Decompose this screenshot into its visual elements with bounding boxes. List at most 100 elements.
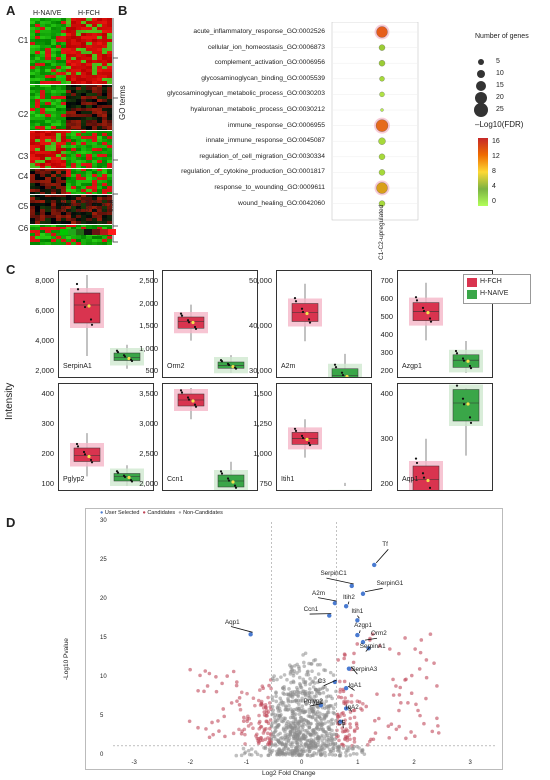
boxplot-ytick: 400 [380,330,393,339]
volcano-point [314,694,318,698]
volcano-candidate [406,701,410,705]
boxplot-point [187,321,191,324]
volcano-point [308,722,313,726]
volcano-point [278,701,282,706]
volcano-point [320,733,324,738]
volcano-point [271,708,276,712]
boxplot-point [333,363,337,366]
boxplot-point [428,317,432,320]
boxplot-point [116,350,120,354]
boxplot-point [116,471,120,474]
heatmap-cluster-c3: C3 [18,152,29,161]
boxplot-box-fch [412,465,440,490]
volcano-point [337,753,342,758]
volcano-arrow [358,630,361,634]
boxplot-point [462,359,466,362]
boxplot-point [462,403,466,406]
legend-naive-label: H-NAIVE [480,290,509,297]
boxplot-ytick: 750 [259,479,272,488]
volcano-xtick: -3 [131,760,137,766]
boxplot-point [193,403,197,406]
panel-c-letter: C [6,262,16,277]
volcano-point [257,721,261,725]
boxplot-point [123,355,127,358]
volcano-ytick: 20 [100,596,107,602]
volcano-arrow [317,597,337,602]
volcano-point [319,721,323,726]
boxplot-mean [305,311,309,316]
volcano-point [283,716,288,721]
volcano-point [308,747,313,752]
volcano-point [343,718,347,722]
volcano-selected-point [332,600,338,606]
boxplot-orm2 [162,270,258,378]
volcano-xtick: -2 [187,760,193,766]
volcano-point [338,687,343,692]
volcano-point [296,694,300,699]
volcano-point [311,742,316,747]
volcano-point [308,742,312,747]
boxplot-ytick: 1,250 [253,419,272,428]
volcano-point [302,680,306,685]
volcano-point [274,694,278,699]
volcano-candidate [207,735,212,740]
heatmap-scale-tick: 0.37 [101,200,107,212]
volcano-point [338,679,342,684]
volcano-point [270,712,274,717]
boxplot-point [75,442,79,446]
volcano-candidate [235,680,239,684]
volcano-point [281,691,285,695]
boxplot-ytick: 1,000 [139,343,158,353]
volcano-point [295,685,299,690]
volcano-selected-point [346,666,352,671]
boxplot-itih1 [276,383,372,491]
boxplot-point [469,421,473,424]
boxplot-ytick: 1,500 [139,321,158,330]
size-legend-label: 15 [496,82,504,89]
boxplot-gene-label: A2m [281,363,296,370]
volcano-point [319,747,323,752]
volcano-point [326,737,330,742]
volcano-point [274,743,278,748]
volcano-arrow [357,615,360,619]
volcano-candidate [416,708,420,713]
volcano-point [300,727,305,732]
heatmap-scale-tick: 0.56 [109,200,115,212]
volcano-candidate [351,660,356,665]
volcano-point [308,714,313,719]
volcano-point [256,698,261,703]
volcano-legend-candidates: Candidates [147,510,176,516]
volcano-point [329,722,334,727]
volcano-point [307,725,312,729]
volcano-point [321,741,325,746]
volcano-point [347,746,352,750]
volcano-point [242,751,247,756]
volcano-candidate [220,681,224,686]
go-dot [376,26,388,38]
volcano-point [304,672,309,677]
volcano-point [333,753,338,757]
volcano-candidate [229,701,234,705]
volcano-point [316,736,321,741]
volcano-candidate [352,736,357,741]
boxplot-point [180,391,184,394]
volcano-arrow [230,626,253,633]
volcano-point [328,694,333,699]
volcano-point [297,702,301,707]
volcano-point [265,731,270,736]
go-size-legend-title: Number of genes [475,33,529,40]
boxplot-box-naive [217,361,245,369]
volcano-point [319,752,324,757]
volcano-point [290,740,295,745]
volcano-candidate [399,701,403,705]
boxplot-ytick: 500 [145,366,158,375]
volcano-point [325,744,329,748]
volcano-candidate [267,683,271,688]
boxplot-ytick: 300 [41,419,54,428]
volcano-point [310,690,314,695]
boxplot-ytick: 700 [380,276,393,285]
volcano-point [318,711,322,716]
volcano-point [298,723,302,728]
boxplot-ytick: 400 [380,389,393,398]
volcano-gene-label: Azgp1 [354,622,373,630]
